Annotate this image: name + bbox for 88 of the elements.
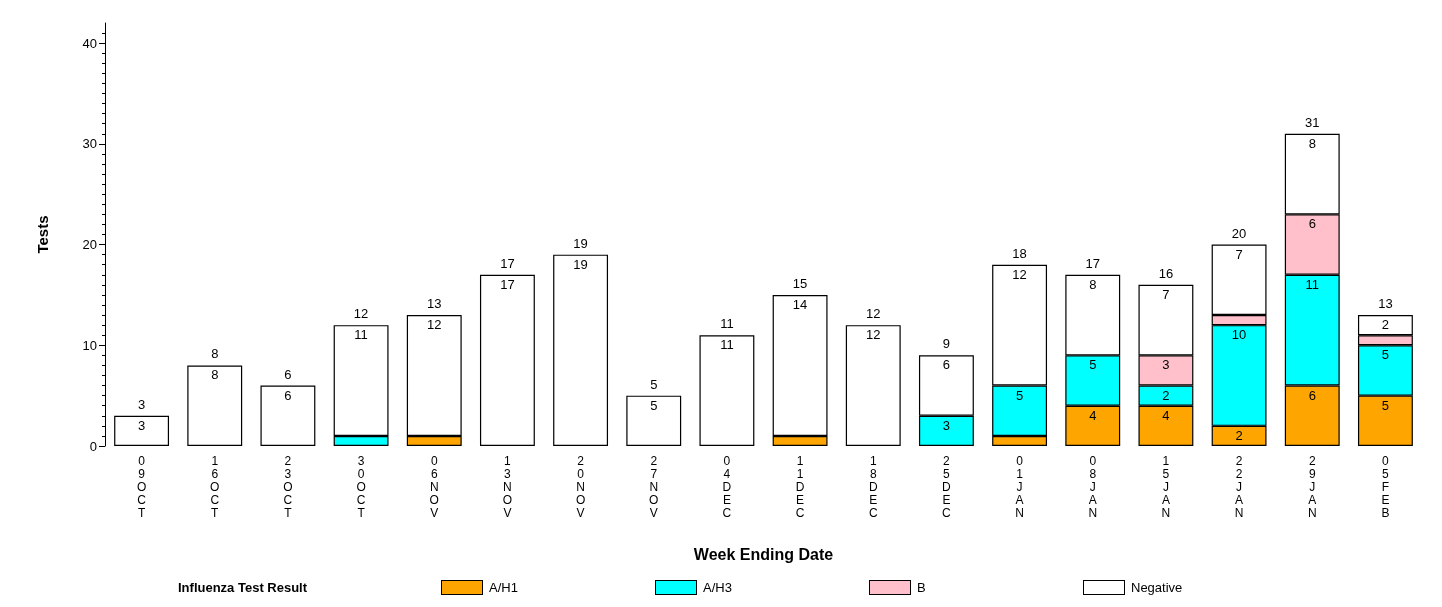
y-tick-label: 0 <box>89 438 97 454</box>
y-tick-label: 20 <box>82 237 97 253</box>
x-tick-label: 18DEC <box>868 453 878 520</box>
legend-title: Influenza Test Result <box>178 580 309 595</box>
total-label: 13 <box>427 296 442 312</box>
bar <box>260 385 316 446</box>
total-label: 17 <box>1085 255 1100 271</box>
data-label: 12 <box>1012 266 1027 282</box>
data-label: 11 <box>720 337 734 353</box>
total-label: 8 <box>211 346 219 362</box>
x-tick-label: 29JAN <box>1307 453 1317 520</box>
x-tick-label: 08JAN <box>1088 453 1098 520</box>
total-label: 17 <box>500 255 515 271</box>
legend-label: A/H3 <box>703 580 732 595</box>
bar <box>187 365 243 446</box>
x-tick-label: 01JAN <box>1015 453 1024 520</box>
data-label: 5 <box>1381 347 1390 363</box>
total-label: 18 <box>1012 245 1027 261</box>
data-label: 4 <box>1162 407 1170 423</box>
x-tick-label: 20NOV <box>575 453 586 520</box>
total-label: 12 <box>353 306 369 322</box>
data-label: 7 <box>1162 286 1170 302</box>
bar <box>479 274 535 446</box>
total-label: 13 <box>1378 296 1393 312</box>
bar <box>553 254 609 446</box>
total-label: 12 <box>866 306 881 322</box>
x-tick-label: 15JAN <box>1161 453 1171 520</box>
data-label: 11 <box>1305 276 1319 292</box>
bar <box>699 335 755 446</box>
data-label: 14 <box>792 296 808 312</box>
data-label: 19 <box>573 256 588 272</box>
x-tick-label: 11DEC <box>795 453 805 520</box>
total-label: 5 <box>650 376 658 392</box>
y-tick-label: 10 <box>82 337 97 353</box>
legend-label: B <box>917 580 926 595</box>
total-label: 16 <box>1158 265 1174 281</box>
y-tick-label: 30 <box>82 136 97 152</box>
x-tick-label: 06NOV <box>429 453 439 520</box>
x-tick-label: 25DEC <box>942 453 952 520</box>
data-label: 2 <box>1162 387 1170 403</box>
data-label: 8 <box>1089 276 1097 292</box>
data-label: 12 <box>866 327 881 343</box>
data-label: 8 <box>211 367 219 383</box>
data-label: 17 <box>500 276 515 292</box>
data-label: 6 <box>1308 216 1316 232</box>
total-label: 19 <box>573 235 588 251</box>
bar <box>114 415 170 446</box>
data-label: 5 <box>1089 357 1097 373</box>
total-label: 3 <box>137 396 146 412</box>
data-label: 3 <box>942 417 951 433</box>
data-label: 2 <box>1381 317 1390 333</box>
data-label: 10 <box>1231 327 1247 343</box>
data-label: 11 <box>354 327 368 343</box>
y-axis-title: Tests <box>34 215 51 254</box>
data-label: 7 <box>1235 246 1243 262</box>
total-label: 31 <box>1305 114 1320 130</box>
x-tick-label: 23OCT <box>283 453 293 520</box>
y-tick-label: 40 <box>82 35 97 51</box>
legend-label: Negative <box>1131 580 1183 595</box>
data-label: 3 <box>137 417 146 433</box>
data-label: 6 <box>1308 387 1316 403</box>
x-axis-title: Week Ending Date <box>693 545 834 563</box>
total-label: 20 <box>1231 225 1247 241</box>
total-label: 6 <box>284 366 292 382</box>
data-label: 4 <box>1089 407 1097 423</box>
x-tick-label: 13NOV <box>502 453 513 520</box>
x-tick-label: 27NOV <box>649 453 659 520</box>
x-tick-label: 05FEB <box>1381 453 1390 520</box>
x-tick-label: 09OCT <box>136 453 147 520</box>
data-label: 2 <box>1235 427 1243 443</box>
data-label: 6 <box>284 387 292 403</box>
legend-label: A/H1 <box>489 580 518 595</box>
x-tick-label: 16OCT <box>210 453 220 520</box>
x-tick-label: 30OCT <box>356 453 366 520</box>
total-label: 9 <box>942 336 951 352</box>
data-label: 8 <box>1308 135 1316 151</box>
bar <box>626 395 682 446</box>
data-label: 5 <box>650 397 658 413</box>
total-label: 11 <box>720 316 734 332</box>
data-label: 5 <box>1015 387 1024 403</box>
data-label: 12 <box>427 317 442 333</box>
x-tick-label: 04DEC <box>722 453 732 520</box>
total-label: 15 <box>792 275 808 291</box>
x-tick-label: 22JAN <box>1234 453 1244 520</box>
bar <box>845 325 901 446</box>
data-label: 6 <box>942 357 951 373</box>
data-label: 5 <box>1381 397 1390 413</box>
data-label: 3 <box>1162 357 1170 373</box>
